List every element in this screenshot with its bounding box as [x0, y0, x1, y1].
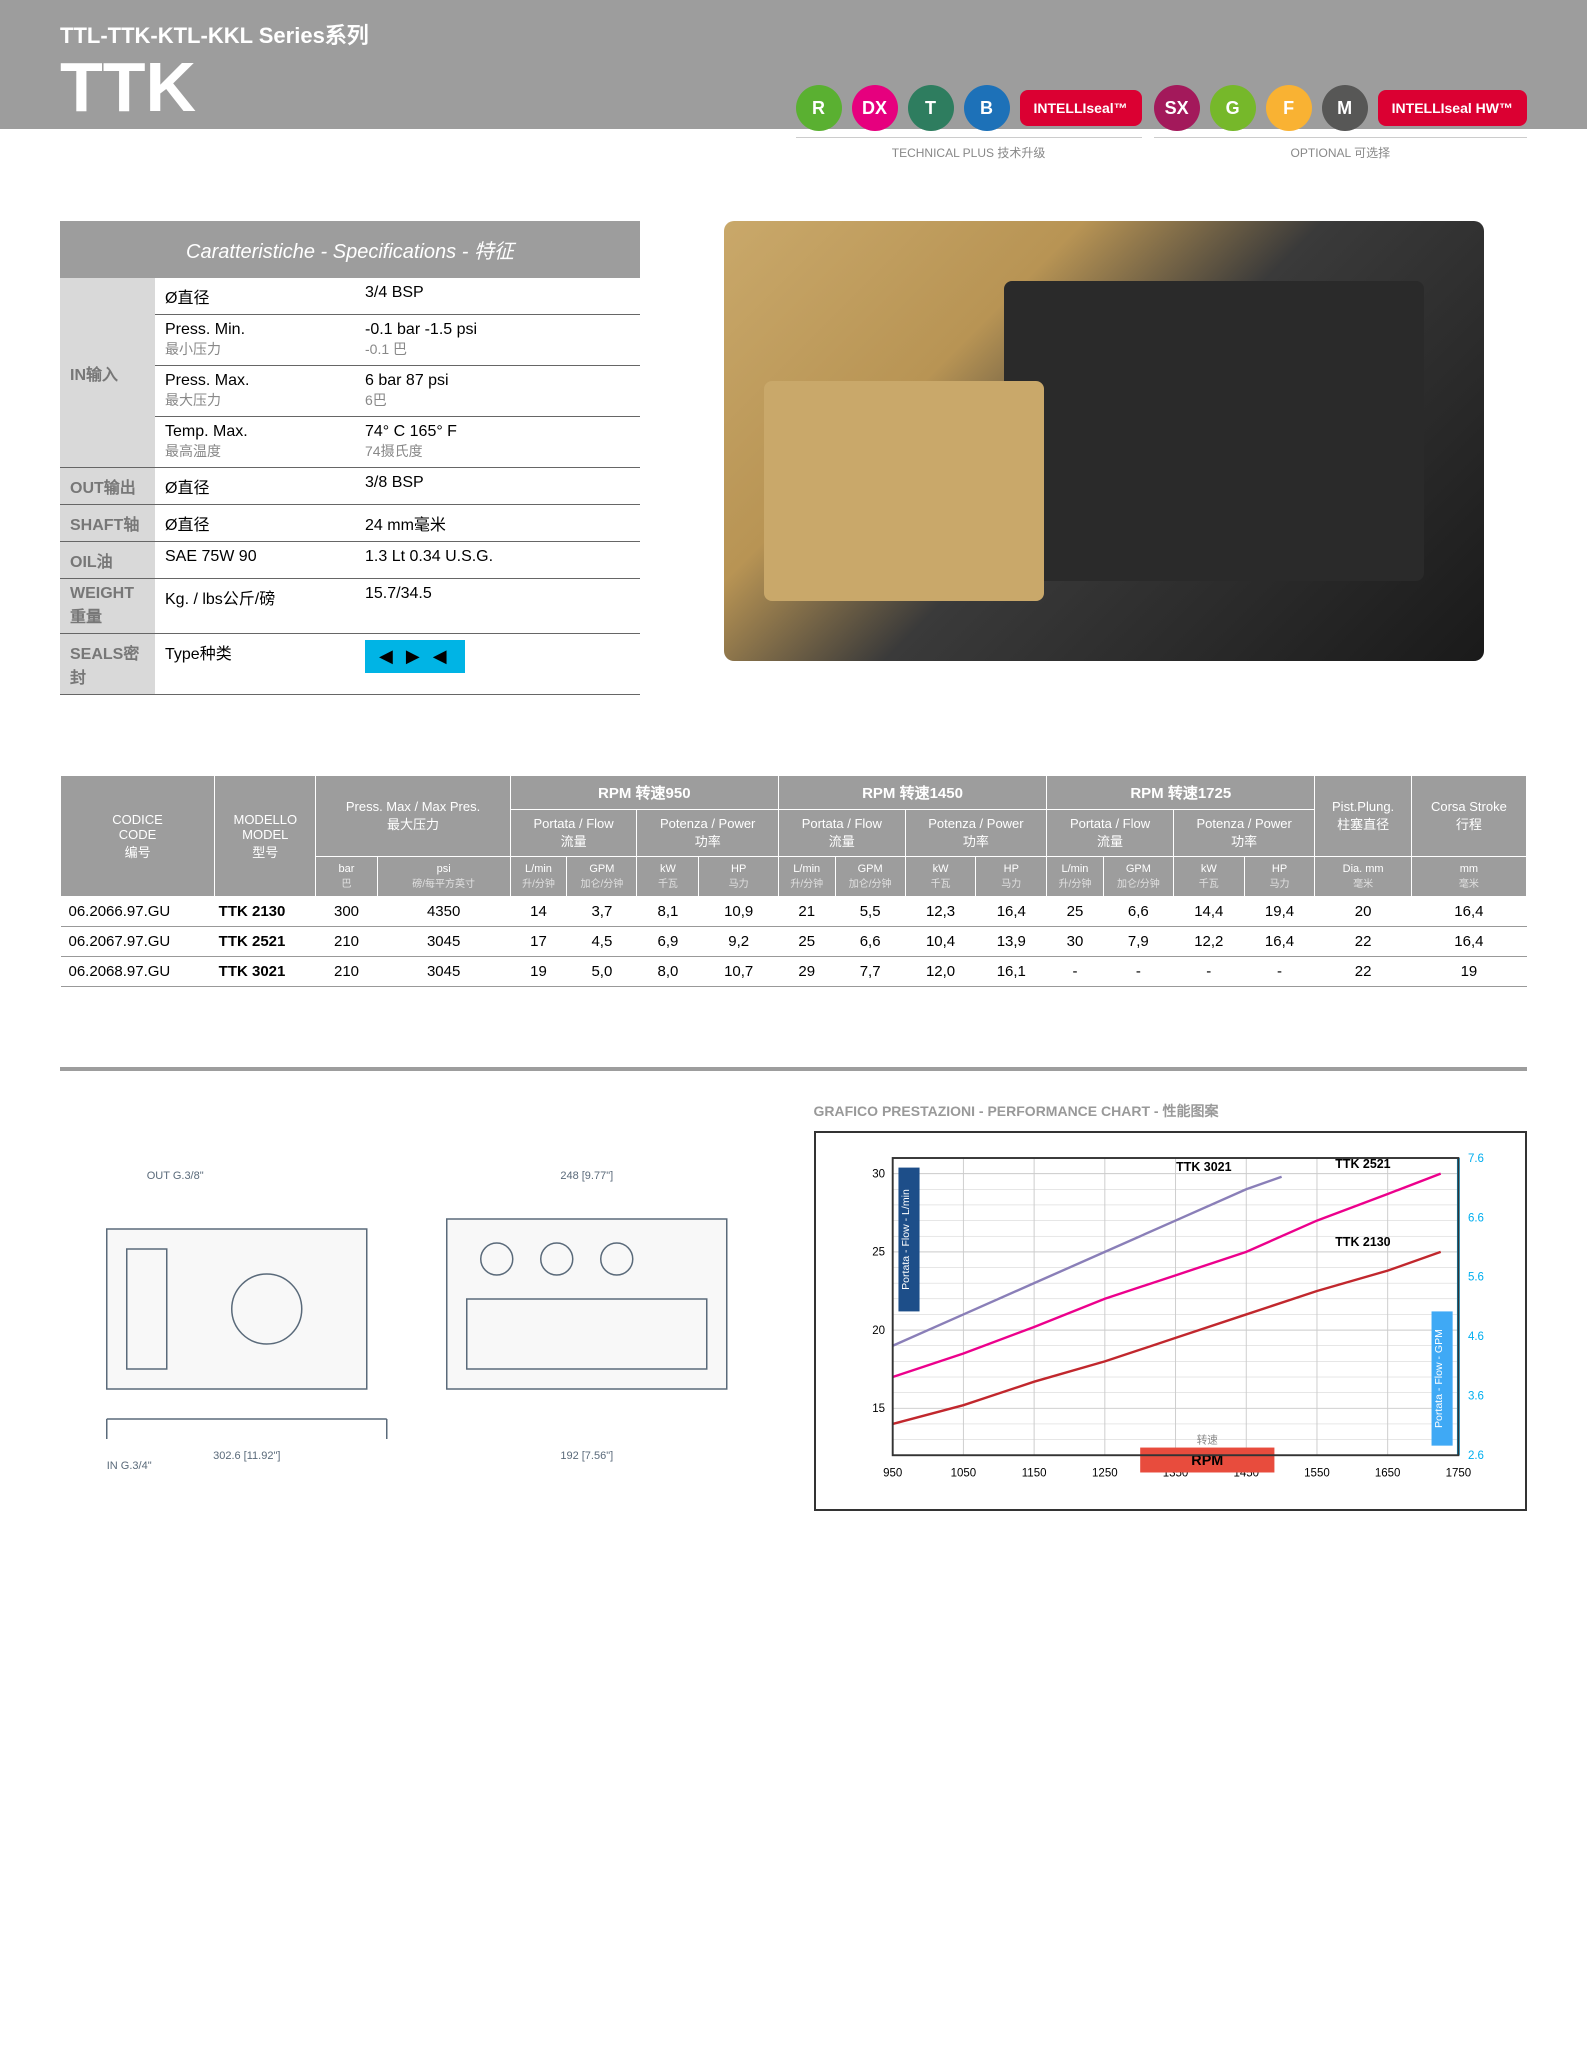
svg-text:25: 25	[872, 1247, 885, 1259]
badge-dx: DX	[852, 85, 898, 131]
svg-text:1550: 1550	[1304, 1467, 1330, 1479]
svg-text:950: 950	[883, 1467, 902, 1479]
svg-text:TTK 2521: TTK 2521	[1335, 1157, 1390, 1171]
data-row: 06.2068.97.GUTTK 30212103045195,08,010,7…	[61, 957, 1527, 987]
badge-r: R	[796, 85, 842, 131]
series-label: TTL-TTK-KTL-KKL Series系列	[60, 18, 1527, 50]
drawing-svg: 302.6 [11.92"] 192 [7.56"] 248 [9.77"] O…	[60, 1119, 774, 1499]
performance-table: CODICECODE编号MODELLOMODEL型号Press. Max / M…	[60, 775, 1527, 987]
badge-caption: TECHNICAL PLUS 技术升级	[796, 137, 1142, 161]
performance-chart: 9501050115012501350145015501650175015202…	[814, 1131, 1528, 1511]
product-image	[680, 221, 1527, 661]
badge-pill: INTELLIseal™	[1020, 90, 1142, 126]
svg-text:30: 30	[872, 1168, 885, 1180]
svg-text:7.6: 7.6	[1467, 1153, 1483, 1165]
svg-text:TTK 2130: TTK 2130	[1335, 1235, 1390, 1249]
svg-text:3.6: 3.6	[1467, 1391, 1483, 1403]
dim-label: 248 [9.77"]	[560, 1170, 613, 1182]
badge-caption: OPTIONAL 可选择	[1154, 137, 1527, 161]
badge-b: B	[964, 85, 1010, 131]
svg-text:TTK 3021: TTK 3021	[1176, 1160, 1231, 1174]
data-row: 06.2067.97.GUTTK 25212103045174,56,99,22…	[61, 927, 1527, 957]
dim-label: 192 [7.56"]	[560, 1450, 613, 1462]
svg-text:4.6: 4.6	[1467, 1331, 1483, 1343]
performance-chart-panel: GRAFICO PRESTAZIONI - PERFORMANCE CHART …	[814, 1101, 1528, 1516]
badge-g: G	[1210, 85, 1256, 131]
dim-label: 302.6 [11.92"]	[213, 1450, 280, 1462]
svg-text:1150: 1150	[1021, 1467, 1046, 1479]
spec-panel: Caratteristiche - Specifications - 特征 IN…	[60, 221, 640, 695]
data-row: 06.2066.97.GUTTK 21303004350143,78,110,9…	[61, 897, 1527, 927]
badge-f: F	[1266, 85, 1312, 131]
badge-t: T	[908, 85, 954, 131]
svg-text:Portata - Flow - GPM: Portata - Flow - GPM	[1433, 1329, 1445, 1428]
svg-text:15: 15	[872, 1403, 885, 1415]
svg-text:1050: 1050	[950, 1467, 976, 1479]
technical-drawing: 302.6 [11.92"] 192 [7.56"] 248 [9.77"] O…	[60, 1101, 774, 1516]
badge-sx: SX	[1154, 85, 1200, 131]
svg-text:1750: 1750	[1445, 1467, 1471, 1479]
svg-text:Portata - Flow - L/min: Portata - Flow - L/min	[900, 1189, 912, 1290]
badge-pill: INTELLIseal HW™	[1378, 90, 1527, 126]
pump-photo-placeholder	[724, 221, 1484, 661]
svg-text:1250: 1250	[1092, 1467, 1118, 1479]
badges-row: RDXTB INTELLIseal™ TECHNICAL PLUS 技术升级 SXGF…	[0, 85, 1527, 161]
seal-type-icon: ◀ ▶ ◀	[365, 640, 465, 673]
svg-text:转速: 转速	[1196, 1434, 1218, 1447]
svg-text:20: 20	[872, 1325, 885, 1337]
svg-text:5.6: 5.6	[1467, 1272, 1483, 1284]
spec-title: Caratteristiche - Specifications - 特征	[60, 221, 640, 278]
dim-label: OUT G.3/8"	[147, 1170, 204, 1182]
dim-label: IN G.3/4"	[107, 1460, 152, 1472]
badge-m: M	[1322, 85, 1368, 131]
svg-text:2.6: 2.6	[1467, 1450, 1483, 1462]
spec-table: IN输入Ø直径3/4 BSPPress. Min.最小压力-0.1 bar -1…	[60, 278, 640, 695]
svg-text:6.6: 6.6	[1467, 1212, 1483, 1224]
section-divider	[60, 1067, 1527, 1071]
chart-title: GRAFICO PRESTAZIONI - PERFORMANCE CHART …	[814, 1101, 1528, 1121]
svg-text:1650: 1650	[1374, 1467, 1400, 1479]
